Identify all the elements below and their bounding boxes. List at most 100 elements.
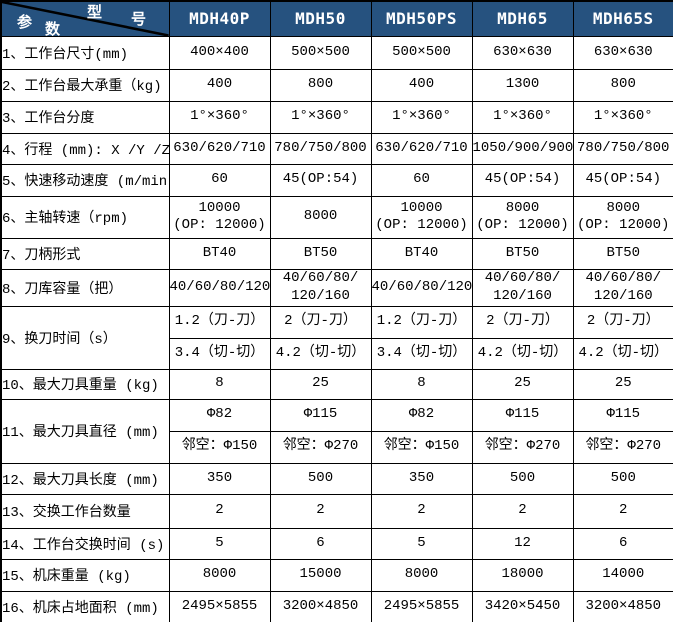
param-value-cell: BT50: [269, 237, 372, 270]
table-row: 3、工作台分度 1°×360° 1°×360° 1°×360° 1°×360° 1°×36…: [0, 100, 673, 134]
param-value-cell: 630×630: [572, 35, 673, 70]
param-value-cell: 2: [269, 493, 372, 529]
corner-label-model-char-1: 型: [87, 4, 103, 21]
param-value-cell: 40/60/80/120: [168, 268, 271, 307]
param-value-cell: 350: [168, 462, 271, 495]
param-value-cell: 25: [269, 368, 372, 400]
param-value-cell: 15000: [269, 558, 372, 592]
param-value-cell: 60: [370, 163, 473, 197]
param-value-cell: 400: [370, 68, 473, 102]
model-header-mdh50ps: MDH50PS: [370, 0, 473, 37]
param-value-cell: BT50: [471, 237, 574, 270]
param-value-cell: 1°×360°: [168, 100, 271, 134]
table-row: 10、最大刀具重量 (kg) 8 25 8 25 25: [0, 368, 673, 400]
param-value-cell: 800: [269, 68, 372, 102]
table-row: 8、刀库容量（把） 40/60/80/120 40/60/80/ 120/160 40…: [0, 268, 673, 307]
param-value-cell: 1°×360°: [269, 100, 372, 134]
param-value-cell: 8000: [269, 195, 372, 239]
param-value-cell: 500×500: [370, 35, 473, 70]
param-value-cell: 500: [572, 462, 673, 495]
param-value-cell: 500: [471, 462, 574, 495]
param-row-label: 9、换刀时间（s）: [0, 305, 170, 370]
param-row-label: 13、交换工作台数量: [0, 493, 170, 529]
param-value-cell: Φ82: [168, 398, 271, 432]
table-row: 13、交换工作台数量 2 2 2 2 2: [0, 493, 673, 529]
param-value-cell: BT40: [168, 237, 271, 270]
param-value-cell: 60: [168, 163, 271, 197]
param-value-cell: 10000 (OP: 12000): [370, 195, 473, 239]
corner-label-param-char-1: 参: [17, 14, 33, 31]
param-value-cell: 500×500: [269, 35, 372, 70]
table-row: 4、行程 (mm): X /Y /Z 630/620/710 780/750/800…: [0, 132, 673, 165]
param-value-cell: 1050/900/900: [471, 132, 574, 165]
param-value-cell: 6: [269, 527, 372, 560]
param-value-cell: 2（刀-刀）: [471, 305, 574, 339]
param-row-label: 4、行程 (mm): X /Y /Z: [0, 132, 170, 165]
param-value-cell: 630×630: [471, 35, 574, 70]
param-value-cell: 45(OP:54): [572, 163, 673, 197]
param-row-label: 11、最大刀具直径 (mm): [0, 398, 170, 464]
param-value-cell: 25: [572, 368, 673, 400]
param-value-cell: 3200×4850: [269, 590, 372, 622]
corner-header-cell: 型 号 参 数: [0, 0, 170, 37]
param-row-label: 8、刀库容量（把）: [0, 268, 170, 307]
param-value-cell: 630/620/710: [370, 132, 473, 165]
table-row: 5、快速移动速度 (m/min) 60 45(OP:54) 60 45(OP:54) 45…: [0, 163, 673, 197]
param-value-cell: BT40: [370, 237, 473, 270]
param-value-cell: 1°×360°: [471, 100, 574, 134]
table-row: 6、主轴转速（rpm) 10000 (OP: 12000) 8000 10000 (O…: [0, 195, 673, 239]
param-row-label: 3、工作台分度: [0, 100, 170, 134]
param-value-cell: Φ115: [471, 398, 574, 432]
param-value-cell: 2495×5855: [370, 590, 473, 622]
param-value-cell: 1°×360°: [572, 100, 673, 134]
param-value-cell: 40/60/80/ 120/160: [471, 268, 574, 307]
table-row: 15、机床重量 (kg) 8000 15000 8000 18000 14000: [0, 558, 673, 592]
param-value-cell: 8000: [168, 558, 271, 592]
param-value-cell: 3.4（切-切）: [370, 337, 473, 370]
diagonal-divider: [2, 2, 168, 35]
param-value-cell: 2495×5855: [168, 590, 271, 622]
table-row: 16、机床占地面积 (mm) 2495×5855 3200×4850 2495×585…: [0, 590, 673, 622]
header-row: 型 号 参 数 MDH40P MDH50 MDH50PS MDH65 MDH65S: [0, 0, 673, 37]
table-row: 邻空：Φ150 邻空：Φ270 邻空：Φ150 邻空：Φ270 邻空：Φ270: [1, 430, 673, 464]
table-row: 12、最大刀具长度 (mm) 350 500 350 500 500: [0, 462, 673, 495]
table-row: 9、换刀时间（s） 1.2（刀-刀） 2（刀-刀） 1.2（刀-刀） 2（刀-刀） 2（刀…: [0, 305, 673, 370]
param-value-cell: 2: [572, 493, 673, 529]
param-value-cell: 8: [370, 368, 473, 400]
param-value-cell: 邻空：Φ270: [471, 430, 574, 464]
param-value-cell: 3200×4850: [572, 590, 673, 622]
param-value-cell: 2: [168, 493, 271, 529]
param-value-cell: 邻空：Φ270: [269, 430, 372, 464]
param-value-cell: 40/60/80/120: [370, 268, 473, 307]
param-value-cell: BT50: [572, 237, 673, 270]
param-value-cell: 3420×5450: [471, 590, 574, 622]
param-row-label: 15、机床重量 (kg): [0, 558, 170, 592]
param-value-cell: 40/60/80/ 120/160: [572, 268, 673, 307]
param-row-label: 1、工作台尺寸(mm): [0, 35, 170, 70]
param-row-label: 2、工作台最大承重（kg): [0, 68, 170, 102]
corner-label-model-char-2: 号: [131, 11, 147, 28]
param-value-cell: 45(OP:54): [269, 163, 372, 197]
param-row-label: 5、快速移动速度 (m/min): [0, 163, 170, 197]
param-row-label: 12、最大刀具长度 (mm): [0, 462, 170, 495]
param-value-cell: 5: [168, 527, 271, 560]
param-value-cell: 630/620/710: [168, 132, 271, 165]
param-value-cell: 4.2（切-切）: [269, 337, 372, 370]
param-value-cell: 8000 (OP: 12000): [471, 195, 574, 239]
param-value-cell: Φ115: [572, 398, 673, 432]
param-value-cell: 400: [168, 68, 271, 102]
param-value-cell: 2: [370, 493, 473, 529]
param-value-cell: 18000: [471, 558, 574, 592]
param-value-cell: 邻空：Φ150: [168, 430, 271, 464]
param-value-cell: 25: [471, 368, 574, 400]
param-value-cell: 8: [168, 368, 271, 400]
param-value-cell: 邻空：Φ150: [370, 430, 473, 464]
table-body: 1、工作台尺寸(mm) 400×400 500×500 500×500 630×630 6…: [0, 35, 673, 622]
param-value-cell: 2（刀-刀）: [269, 305, 372, 339]
param-value-cell: 350: [370, 462, 473, 495]
param-value-cell: 800: [572, 68, 673, 102]
param-value-cell: 45(OP:54): [471, 163, 574, 197]
table-row: 3.4（切-切） 4.2（切-切） 3.4（切-切） 4.2（切-切） 4.2（切-切）: [1, 337, 673, 370]
param-value-cell: 1300: [471, 68, 574, 102]
